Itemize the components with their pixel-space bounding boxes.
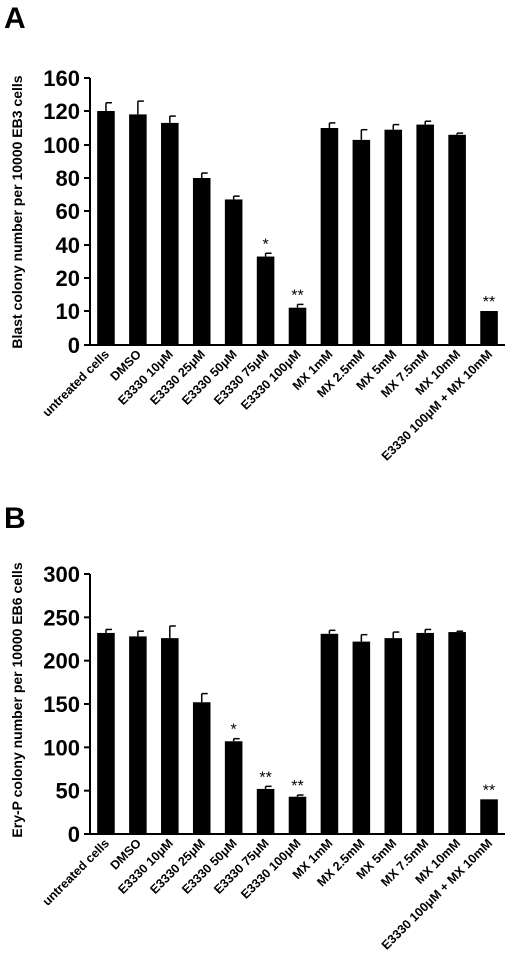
panel-letter-b: B — [4, 502, 26, 535]
y-tick-label-b: 100 — [43, 735, 80, 760]
significance-a-5: * — [262, 236, 268, 253]
x-tick-label-a-0: untreated cells — [40, 347, 112, 419]
bar-b-3 — [192, 702, 211, 834]
y-axis-label-a: Blast colony number per 10000 EB3 cells — [9, 75, 25, 348]
y-tick-label-a: 40 — [56, 233, 80, 258]
bar-a-5 — [256, 256, 275, 345]
bar-b-11 — [448, 632, 466, 834]
bar-b-4 — [224, 741, 243, 834]
y-tick-label-b: 250 — [43, 605, 80, 630]
bar-a-0 — [97, 111, 115, 345]
y-tick-label-b: 0 — [68, 822, 80, 847]
bar-b-1 — [129, 636, 147, 834]
bar-b-0 — [97, 632, 115, 834]
y-tick-label-a: 80 — [56, 166, 80, 191]
bar-a-11 — [448, 134, 466, 345]
panel-letter-a: A — [4, 2, 26, 35]
bar-a-4 — [224, 199, 243, 345]
bar-b-5 — [256, 788, 275, 834]
bar-a-12 — [480, 311, 498, 345]
significance-b-4: * — [231, 722, 237, 739]
y-tick-label-a: 60 — [56, 199, 80, 224]
y-tick-label-b: 50 — [56, 779, 80, 804]
bar-a-10 — [416, 124, 434, 345]
y-tick-label-a: 160 — [43, 66, 80, 91]
bar-b-9 — [384, 638, 403, 834]
significance-a-12: ** — [483, 294, 495, 311]
panel-a: A Blast colony number per 10000 EB3 cell… — [4, 2, 505, 463]
bar-b-8 — [352, 641, 371, 834]
bar-a-7 — [320, 128, 339, 345]
bar-b-2 — [161, 638, 179, 834]
significance-b-12: ** — [483, 782, 495, 799]
bar-a-6 — [288, 307, 307, 345]
bar-b-7 — [320, 633, 339, 834]
significance-b-5: ** — [259, 769, 271, 786]
y-tick-label-b: 300 — [43, 562, 80, 587]
y-tick-label-a: 20 — [56, 266, 80, 291]
y-tick-label-a: 120 — [43, 99, 80, 124]
y-tick-label-a: 100 — [43, 133, 80, 158]
bar-a-1 — [129, 114, 147, 346]
x-tick-label-b-0: untreated cells — [40, 836, 112, 908]
y-tick-label-a: 0 — [68, 333, 80, 358]
bar-b-6 — [288, 796, 307, 834]
bar-a-8 — [352, 139, 371, 345]
significance-b-6: ** — [291, 778, 303, 795]
y-axis-label-b: Ery-P colony number per 10000 EB6 cells — [9, 562, 25, 837]
significance-a-6: ** — [291, 287, 303, 304]
y-tick-label-b: 200 — [43, 649, 80, 674]
y-tick-label-b: 150 — [43, 692, 80, 717]
bar-a-3 — [192, 178, 211, 345]
panel-b: B Ery-P colony number per 10000 EB6 cell… — [4, 502, 505, 952]
bar-b-10 — [416, 632, 434, 834]
bar-a-2 — [161, 122, 179, 346]
y-tick-label-a: 10 — [56, 299, 80, 324]
bar-b-12 — [480, 799, 498, 834]
bar-a-9 — [384, 129, 403, 345]
